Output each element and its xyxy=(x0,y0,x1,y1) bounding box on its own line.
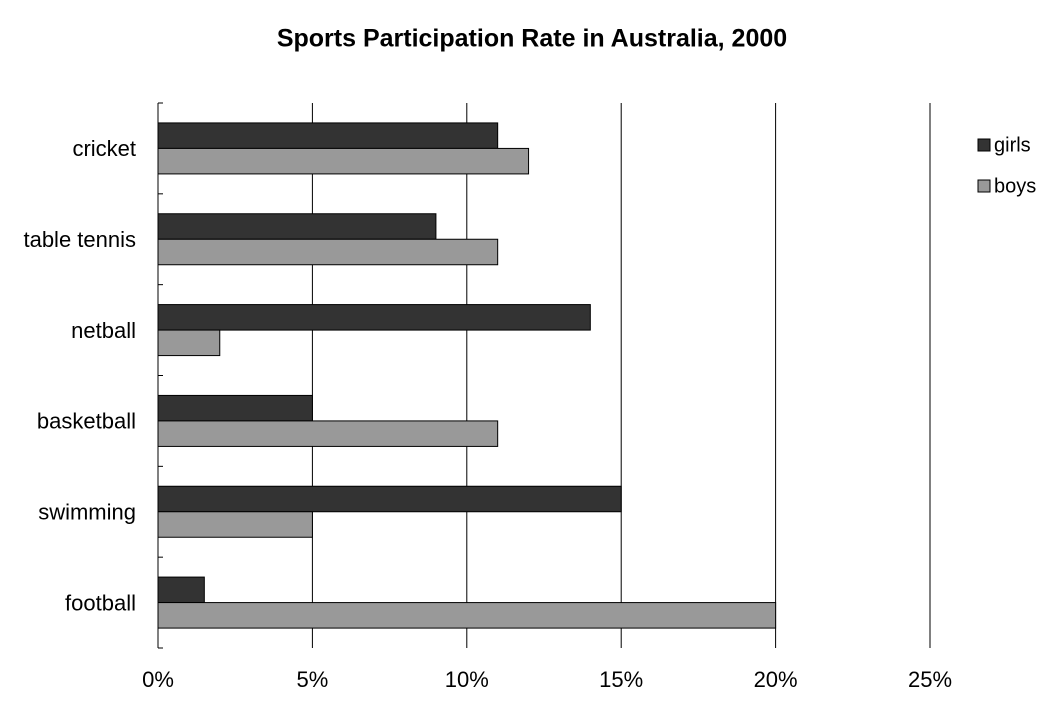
y-tick-label: cricket xyxy=(72,136,136,161)
bar xyxy=(157,213,437,240)
x-tick-label: 25% xyxy=(908,667,952,692)
x-tick-label: 5% xyxy=(297,667,329,692)
bar xyxy=(157,576,205,604)
legend-label: boys xyxy=(994,175,1036,197)
bar xyxy=(157,394,313,422)
bar xyxy=(157,420,499,447)
x-tick-label: 20% xyxy=(754,667,798,692)
legend-swatch xyxy=(977,179,991,193)
chart-title: Sports Participation Rate in Australia, … xyxy=(277,25,787,53)
y-tick-label: football xyxy=(65,590,136,615)
x-tick-label: 15% xyxy=(599,667,643,692)
x-tick-label: 10% xyxy=(445,667,489,692)
bar xyxy=(157,602,777,629)
bar xyxy=(157,485,622,513)
bar xyxy=(157,122,499,149)
bar xyxy=(157,238,499,266)
x-tick-label: 0% xyxy=(142,667,174,692)
bar xyxy=(157,329,221,357)
y-tick-label: basketball xyxy=(37,409,136,434)
bar xyxy=(157,511,313,538)
legend-label: girls xyxy=(994,134,1031,156)
bar xyxy=(157,147,530,175)
legend-swatch xyxy=(977,138,991,152)
bar xyxy=(157,304,591,331)
y-tick-label: table tennis xyxy=(23,227,136,252)
y-tick-label: netball xyxy=(71,318,136,343)
y-tick-label: swimming xyxy=(38,500,136,525)
